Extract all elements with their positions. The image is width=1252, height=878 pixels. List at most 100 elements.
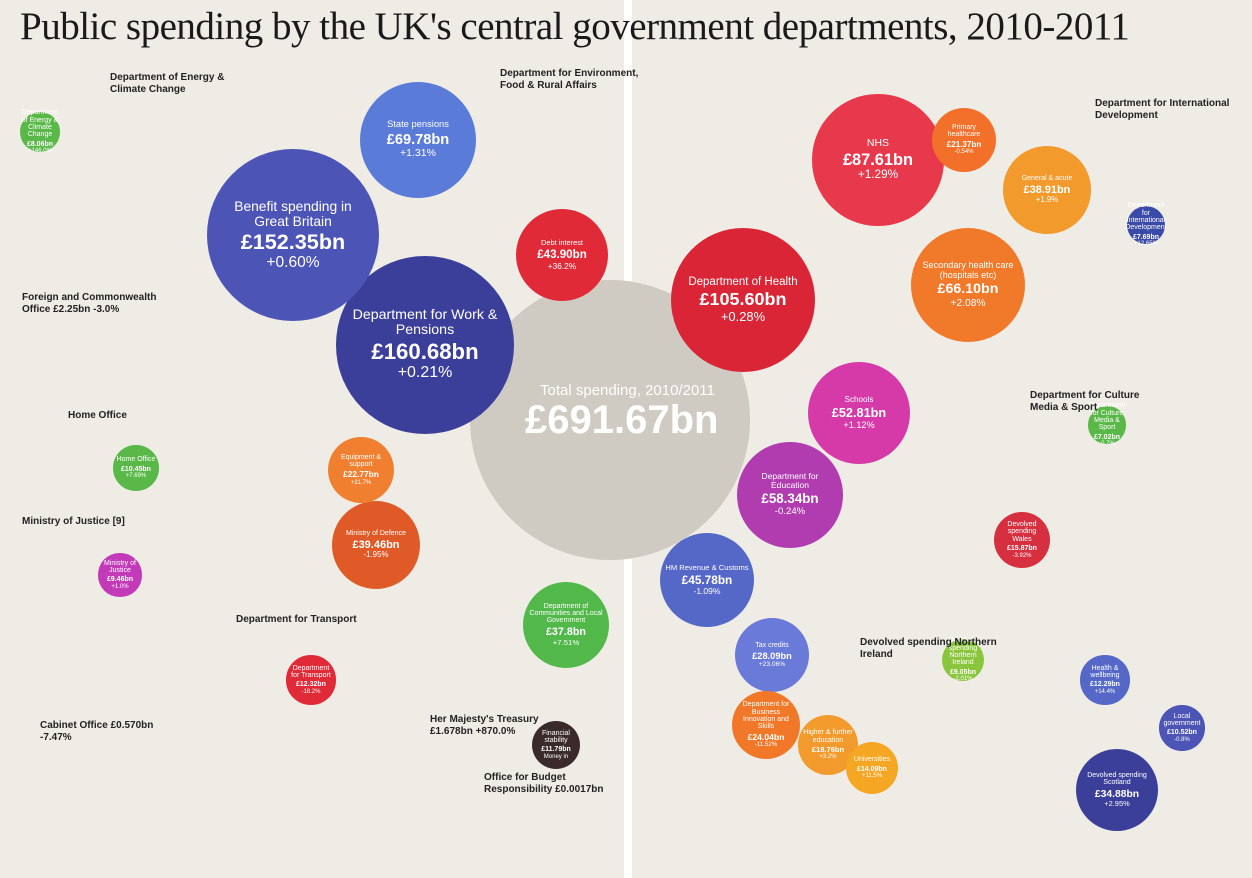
bubble-name: Schools bbox=[844, 394, 874, 404]
bubble-amount: £37.8bn bbox=[545, 625, 586, 638]
bubble: Ministry of Justice £9.46bn +1.0% bbox=[98, 553, 142, 597]
bubble-change: +0.28% bbox=[720, 308, 766, 324]
bubble-amount: £21.37bn bbox=[946, 139, 982, 149]
bubble-change: +0.21% bbox=[397, 364, 453, 382]
bubble-name: NHS bbox=[866, 138, 890, 149]
bubble-name: Local government bbox=[1163, 712, 1201, 727]
bubble: Department for Business Innovation and S… bbox=[731, 690, 801, 760]
department-label: Foreign and Commonwealth Office £2.25bn … bbox=[22, 292, 157, 315]
bubble: Benefit spending in Great Britain £152.35… bbox=[206, 148, 380, 322]
bubble-change: +1.29% bbox=[857, 168, 899, 181]
bubble-amount: £10.45bn bbox=[121, 465, 151, 473]
bubble-name: State pensions bbox=[387, 119, 449, 130]
bubble-change: -18.2% bbox=[301, 688, 321, 695]
bubble-amount: £58.34bn bbox=[761, 491, 819, 507]
bubble-amount: £9.46bn bbox=[106, 576, 134, 584]
bubble: Department for Culture Media & Sport £7.0… bbox=[1088, 402, 1126, 447]
bubble-amount: £34.88bn bbox=[1094, 788, 1140, 800]
bubble: NHS £87.61bn +1.29% bbox=[812, 94, 944, 226]
bubble-name: Devolved spending Wales bbox=[1007, 520, 1037, 543]
bubble-name: Department of Communities and Local Gove… bbox=[529, 602, 603, 625]
bubble-amount: £7.02bn bbox=[1093, 433, 1121, 441]
bubble: State pensions £69.78bn +1.31% bbox=[359, 81, 477, 199]
bubble-amount: £12.32bn bbox=[296, 681, 326, 689]
department-label: Department for Transport bbox=[236, 614, 357, 625]
bubble-name: Tax credits bbox=[755, 641, 789, 649]
bubble-name: Department of Energy & Climate Change bbox=[21, 109, 59, 139]
bubble-change: +1.31% bbox=[400, 147, 436, 160]
bubble: Health & wellbeing £12.29bn +14.4% bbox=[1080, 655, 1130, 705]
bubble-change: -1.09% bbox=[693, 585, 721, 596]
bubble-amount: £69.78bn bbox=[386, 132, 450, 149]
bubble-change: +23.06% bbox=[758, 661, 786, 669]
bubble-change: -11.52% bbox=[754, 741, 778, 748]
bubble-name: Universities bbox=[853, 756, 891, 764]
bubble: Devolved spending Wales £15.87bn -3.92% bbox=[994, 512, 1050, 568]
bubble: Primary healthcare £21.37bn -0.54% bbox=[931, 107, 997, 173]
bubble-amount: £152.35bn bbox=[240, 229, 346, 255]
bubble: Devolved spending Scotland £34.88bn +2.95% bbox=[1075, 748, 1159, 832]
bubble-name: Department for Culture Media & Sport bbox=[1088, 402, 1126, 432]
bubble-change: +146.0% bbox=[28, 148, 52, 155]
bubble: Devolved spending Northern Ireland £9.05b… bbox=[941, 637, 985, 683]
title: Public spending by the UK's central gove… bbox=[20, 5, 1130, 48]
department-label: Department for International Development bbox=[1095, 98, 1230, 121]
bubble-name: General & acute bbox=[1021, 175, 1073, 182]
bubble: Home Office £10.45bn +7.69% bbox=[113, 445, 159, 491]
bubble: Tax credits £28.09bn +23.06% bbox=[734, 617, 810, 693]
bubble-change: +1.12% bbox=[843, 420, 875, 431]
bubble-amount: £12.29bn bbox=[1090, 681, 1120, 689]
bubble-amount: £105.60bn bbox=[699, 289, 787, 310]
department-label: Devolved spending Northern Ireland bbox=[860, 637, 997, 660]
department-label: Department for Environment, Food & Rural… bbox=[500, 68, 639, 91]
bubble: Department of Energy & Climate Change £8.… bbox=[20, 109, 60, 155]
department-label: Ministry of Justice [9] bbox=[22, 516, 125, 527]
department-label: Office for Budget Responsibility £0.0017… bbox=[484, 772, 604, 795]
department-label: Cabinet Office £0.570bn -7.47% bbox=[40, 720, 154, 743]
bubble: Financial stability £11.79bn Money in bbox=[531, 720, 581, 770]
bubble-name: Ministry of Justice bbox=[104, 559, 136, 574]
bubble-name: HM Revenue & Customs bbox=[665, 562, 749, 572]
bubble: Equipment & support £22.77bn +31.7% bbox=[327, 436, 395, 504]
bubble-change: +7.69% bbox=[125, 473, 147, 480]
bubble-name: Department for Transport bbox=[291, 664, 331, 679]
bubble-amount: £8.06bn bbox=[26, 140, 54, 148]
department-label: Department for Culture Media & Sport bbox=[1030, 390, 1140, 413]
bubble-change: -2.01% bbox=[953, 676, 973, 683]
bubble-change: -1.95% bbox=[363, 550, 389, 560]
bubble-change: +2.08% bbox=[950, 297, 986, 309]
bubble: Schools £52.81bn +1.12% bbox=[808, 362, 910, 464]
bubble-change: Money in bbox=[543, 753, 569, 760]
bubble-amount: £11.79bn bbox=[541, 746, 571, 754]
bubble-amount: £9.05bn bbox=[949, 668, 977, 676]
bubble-name: Health & wellbeing bbox=[1090, 664, 1120, 679]
bubble-name: Home Office bbox=[116, 456, 156, 464]
bubble-amount: £66.10bn bbox=[937, 281, 999, 298]
bubble-name: Financial stability bbox=[541, 729, 570, 744]
bubble-name: Higher & further education bbox=[803, 729, 853, 744]
bubble-change: +11.5% bbox=[861, 773, 883, 780]
bubble-name: Ministry of Defence bbox=[345, 529, 406, 537]
bubble-name: Department for Education bbox=[761, 471, 819, 491]
bubble: Local government £10.52bn -0.8% bbox=[1159, 705, 1205, 751]
bubble-change: +1.0% bbox=[111, 583, 129, 590]
bubble-name: Devolved spending Northern Ireland bbox=[948, 637, 978, 667]
bubble-name: Department for International Development bbox=[1125, 202, 1167, 232]
bubble-change: -0.24% bbox=[774, 506, 806, 518]
bubble: Department of Communities and Local Gove… bbox=[522, 581, 610, 669]
bubble: HM Revenue & Customs £45.78bn -1.09% bbox=[659, 532, 755, 628]
bubble-amount: £10.52bn bbox=[1167, 729, 1197, 737]
department-label: Her Majesty's Treasury £1.678bn +870.0% bbox=[430, 714, 539, 737]
total-label: Total spending, 2010/2011 bbox=[540, 382, 715, 399]
department-label: Department of Energy & Climate Change bbox=[110, 72, 225, 95]
bubble-amount: £28.09bn bbox=[752, 650, 792, 661]
bubble-name: Equipment & support bbox=[340, 453, 382, 469]
bubble-name: Primary healthcare bbox=[947, 123, 981, 139]
bubble-amount: £15.87bn bbox=[1007, 544, 1037, 552]
bubble-amount: £43.90bn bbox=[537, 248, 587, 261]
bubble: General & acute £38.91bn +1.9% bbox=[1003, 146, 1091, 234]
bubble-amount: £87.61bn bbox=[842, 151, 914, 169]
bubble-name: Department for Business Innovation and S… bbox=[742, 701, 790, 731]
bubble-amount: £160.68bn bbox=[371, 338, 479, 364]
